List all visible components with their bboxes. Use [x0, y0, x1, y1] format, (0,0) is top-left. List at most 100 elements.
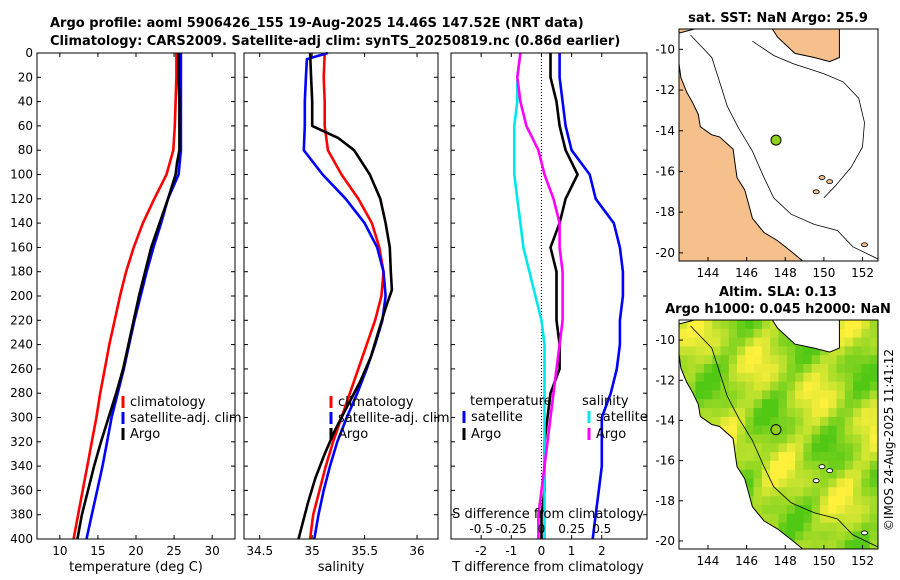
- sla-cell: [770, 478, 780, 488]
- sla-cell: [853, 540, 862, 549]
- sla-cell: [828, 513, 838, 524]
- sla-cell: [861, 496, 871, 506]
- sla-cell: [853, 372, 862, 383]
- sla-map: 144 146 148 150 152 -10 -12 -14 -16 -18 -20: [655, 319, 879, 568]
- sla-cell: [712, 399, 722, 409]
- sla-cell: [803, 364, 813, 374]
- sla-cell: [770, 399, 780, 409]
- sla-cell: [761, 443, 771, 453]
- sla-cell: [803, 346, 813, 356]
- sla-cell: [869, 531, 878, 541]
- sla-cell: [728, 328, 738, 339]
- sla-cell: [703, 381, 713, 392]
- sla-cell: [745, 346, 755, 356]
- sla-cell: [778, 408, 788, 418]
- sla-cell: [761, 513, 771, 524]
- sla-cell: [703, 346, 713, 356]
- sla-cell: [695, 390, 705, 400]
- sla-cell: [778, 355, 788, 365]
- sla-cell: [770, 496, 780, 506]
- sla-cell: [745, 328, 755, 339]
- sla-cell: [745, 487, 755, 497]
- sla-cell: [770, 513, 780, 524]
- y-tick-label: 320: [10, 435, 33, 449]
- y-tick-label: -18: [655, 205, 675, 219]
- legend-label-t-argo: Argo: [471, 427, 501, 442]
- sla-cell: [703, 320, 713, 330]
- sla-cell: [761, 328, 771, 339]
- y-tick-label: 160: [10, 240, 33, 254]
- sla-cell: [861, 346, 871, 356]
- sla-cell: [703, 328, 713, 339]
- sla-cell: [695, 346, 705, 356]
- sla-cell: [770, 337, 780, 347]
- sla-cell: [778, 416, 788, 427]
- x-tick-label: 152: [851, 266, 874, 280]
- island: [818, 175, 826, 180]
- salinity-xlabel: salinity: [318, 560, 365, 575]
- sla-cell: [811, 540, 821, 549]
- x-tick-label: 146: [735, 554, 758, 568]
- sla-cell: [861, 355, 871, 365]
- sla-cell: [836, 364, 846, 374]
- sla-cell: [803, 496, 813, 506]
- x-tick-label: 2: [598, 544, 606, 558]
- sla-cell: [820, 443, 829, 453]
- sla-cell: [828, 505, 838, 515]
- sla-cell: [753, 320, 763, 330]
- sla-cell: [836, 443, 846, 453]
- sla-cell: [828, 469, 838, 480]
- sla-cell: [853, 381, 862, 392]
- sla-cell: [720, 399, 730, 409]
- sla-cell: [770, 469, 780, 480]
- sla-cell: [737, 328, 746, 339]
- sla-cell: [844, 487, 854, 497]
- sla-cell: [853, 434, 862, 444]
- s-tick-label: -0.25: [496, 522, 527, 536]
- sla-cell: [753, 355, 763, 365]
- series-line-climatology: [72, 53, 178, 540]
- sla-cell: [753, 487, 763, 497]
- x-tick-label: 20: [128, 544, 143, 558]
- sla-cell: [844, 425, 854, 436]
- sla-cell: [820, 355, 829, 365]
- sla-cell: [728, 425, 738, 436]
- sla-cell: [828, 522, 838, 532]
- sla-cell: [811, 496, 821, 506]
- sla-cell: [720, 337, 730, 347]
- sla-cell: [803, 425, 813, 436]
- sla-cell: [770, 505, 780, 515]
- x-tick-label: 15: [90, 544, 105, 558]
- sla-cell: [820, 364, 829, 374]
- sla-cell: [844, 540, 854, 549]
- sla-cell: [820, 487, 829, 497]
- sla-cell: [828, 372, 838, 383]
- sst-map: 144 146 148 150 152 -10 -12 -14 -16 -18 -20: [655, 28, 879, 280]
- sla-cell: [844, 390, 854, 400]
- sla-cell: [861, 460, 871, 471]
- sla-cell: [820, 408, 829, 418]
- sla-cell: [778, 364, 788, 374]
- x-tick-label: 150: [812, 554, 835, 568]
- sla-cell: [778, 425, 788, 436]
- sla-cell: [786, 364, 796, 374]
- sla-cell: [753, 381, 763, 392]
- sla-cell: [728, 355, 738, 365]
- sla-cell: [737, 399, 746, 409]
- sla-map-title-line2: Argo h1000: 0.045 h2000: NaN: [665, 302, 891, 317]
- sla-cell: [679, 355, 688, 365]
- sla-cell: [720, 390, 730, 400]
- x-tick-label: 0: [538, 544, 546, 558]
- sla-cell: [861, 522, 871, 532]
- y-tick-label: 100: [10, 168, 33, 182]
- sla-cell: [753, 372, 763, 383]
- sla-cell: [828, 416, 838, 427]
- sla-cell: [786, 434, 796, 444]
- y-tick-label: 60: [18, 119, 33, 133]
- sla-cell: [737, 434, 746, 444]
- y-tick-label: 140: [10, 216, 33, 230]
- sla-cell: [720, 364, 730, 374]
- sla-cell: [853, 443, 862, 453]
- sla-cell: [703, 364, 713, 374]
- sla-cell: [786, 496, 796, 506]
